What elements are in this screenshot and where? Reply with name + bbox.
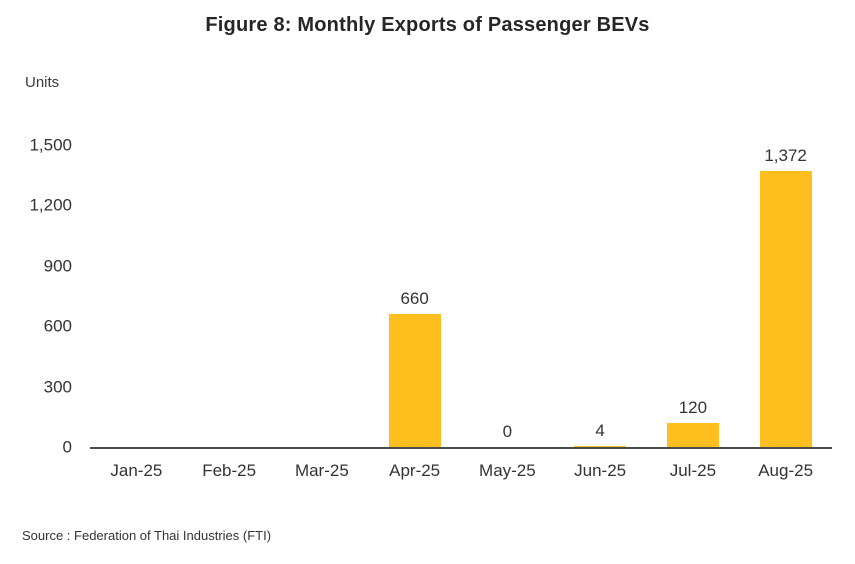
- bar: [574, 446, 627, 447]
- bar-group: [90, 145, 183, 447]
- y-axis-tick-labels: 0 300 600 900 1,200 1,500: [0, 137, 72, 456]
- bar-group: 660: [368, 145, 461, 447]
- bar-group: 1,372: [739, 145, 832, 447]
- x-tick-label: Apr-25: [389, 461, 441, 480]
- y-tick-label: 600: [43, 316, 72, 336]
- y-tick-label: 300: [43, 377, 72, 397]
- bar-group: 120: [647, 145, 740, 447]
- bar-value-label: 1,372: [764, 146, 807, 165]
- x-tick-label: May-25: [479, 461, 536, 480]
- bar: [666, 423, 719, 447]
- bar-group: 4: [554, 145, 647, 447]
- y-tick-label: 0: [62, 437, 72, 457]
- x-axis-tick-labels: Jan-25 Feb-25 Mar-25 Apr-25 May-25 Jun-25 Jul-…: [90, 461, 832, 481]
- x-tick-label: Mar-25: [294, 461, 349, 480]
- plot-area: 660 0 4 120 1,372: [90, 145, 832, 449]
- bar-value-label: 120: [678, 398, 708, 417]
- bar-group: [276, 145, 369, 447]
- bar: [759, 171, 812, 447]
- bar-value-label: 4: [595, 421, 605, 440]
- bar-value-label: 0: [502, 422, 513, 441]
- x-tick-label: Jan-25: [110, 461, 163, 480]
- y-tick-label: 1,200: [29, 195, 72, 215]
- bar-group: [183, 145, 276, 447]
- bar-group: 0: [461, 145, 554, 447]
- chart-title: Figure 8: Monthly Exports of Passenger B…: [205, 14, 650, 36]
- source-note: Source : Federation of Thai Industries (…: [22, 528, 272, 543]
- y-axis-title: Units: [25, 74, 60, 91]
- x-tick-label: Aug-25: [758, 461, 814, 480]
- x-tick-label: Jun-25: [574, 461, 627, 480]
- bar-value-label: 660: [400, 289, 429, 308]
- x-tick-label: Feb-25: [202, 461, 257, 480]
- bar: [388, 314, 441, 447]
- y-tick-label: 1,500: [29, 135, 72, 155]
- x-tick-label: Jul-25: [669, 461, 717, 480]
- y-tick-label: 900: [43, 256, 72, 276]
